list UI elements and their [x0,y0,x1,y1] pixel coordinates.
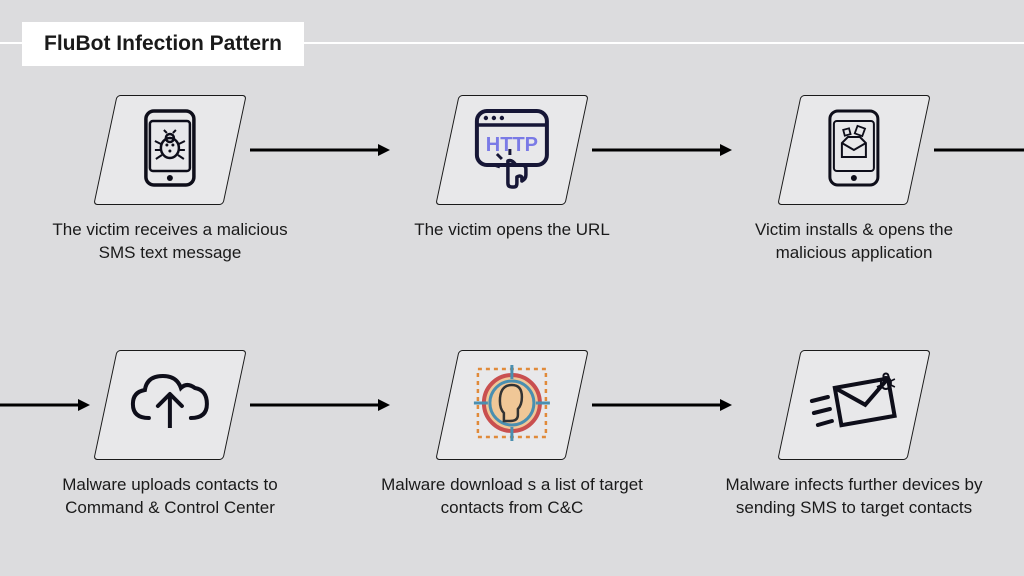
step-1: The victim receives a malicious SMS text… [30,95,310,265]
http-click-icon: HTTP [471,107,553,194]
step-6: Malware infects further devices by sendi… [714,350,994,520]
arrow-3 [934,140,1024,160]
step-caption: Malware uploads contacts to Command & Co… [30,474,310,520]
step-caption: The victim opens the URL [372,219,652,242]
arrow-1 [250,140,390,160]
step-2: HTTP The victim opens the URL [372,95,652,242]
step-box [435,350,588,460]
step-box [93,95,246,205]
mail-bug-icon [808,371,900,440]
arrow-5 [250,395,390,415]
phone-install-icon [826,109,882,192]
svg-text:HTTP: HTTP [486,134,538,156]
arrow-6 [592,395,732,415]
target-head-icon [472,363,552,448]
step-box [777,95,930,205]
step-caption: The victim receives a malicious SMS text… [30,219,310,265]
page-title: FluBot Infection Pattern [22,22,304,66]
phone-bug-icon [140,109,200,192]
step-4: Malware uploads contacts to Command & Co… [30,350,310,520]
step-5: Malware download s a list of target cont… [372,350,652,520]
step-caption: Victim installs & opens the malicious ap… [714,219,994,265]
arrow-2 [592,140,732,160]
step-3: Victim installs & opens the malicious ap… [714,95,994,265]
step-box: HTTP [435,95,588,205]
cloud-upload-icon [127,370,213,441]
step-box [93,350,246,460]
step-caption: Malware download s a list of target cont… [372,474,652,520]
arrow-4 [0,395,90,415]
step-box [777,350,930,460]
step-caption: Malware infects further devices by sendi… [714,474,994,520]
